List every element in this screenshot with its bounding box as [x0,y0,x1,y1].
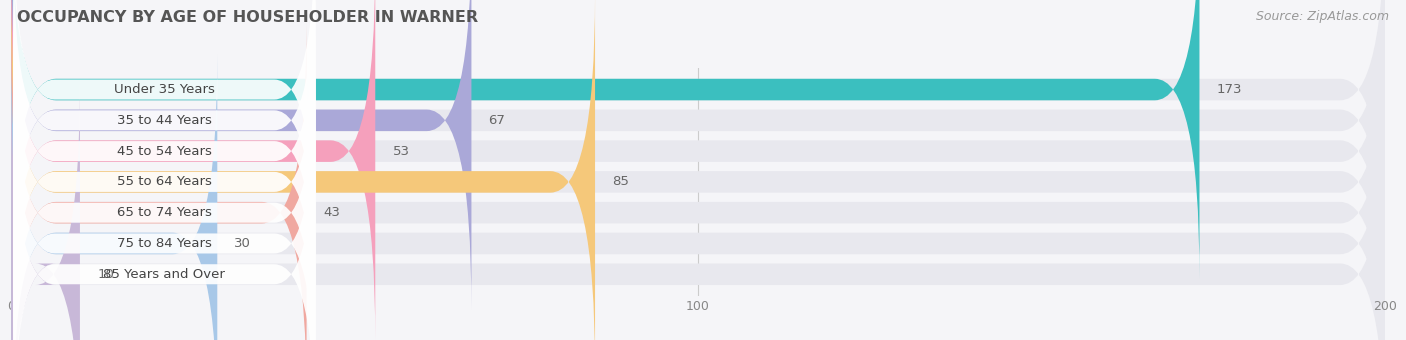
FancyBboxPatch shape [11,54,218,340]
FancyBboxPatch shape [13,0,315,264]
Text: 10: 10 [97,268,114,281]
Text: 85: 85 [612,175,628,188]
FancyBboxPatch shape [11,0,471,310]
Text: 55 to 64 Years: 55 to 64 Years [117,175,212,188]
FancyBboxPatch shape [13,69,315,340]
Text: 30: 30 [235,237,252,250]
FancyBboxPatch shape [11,54,1385,340]
FancyBboxPatch shape [11,0,1385,279]
FancyBboxPatch shape [13,7,315,340]
FancyBboxPatch shape [11,0,595,340]
FancyBboxPatch shape [13,0,315,326]
Text: 75 to 84 Years: 75 to 84 Years [117,237,212,250]
Text: Source: ZipAtlas.com: Source: ZipAtlas.com [1256,10,1389,23]
Text: OCCUPANCY BY AGE OF HOUSEHOLDER IN WARNER: OCCUPANCY BY AGE OF HOUSEHOLDER IN WARNE… [17,10,478,25]
FancyBboxPatch shape [13,0,315,295]
FancyBboxPatch shape [11,0,1199,279]
Text: 85 Years and Over: 85 Years and Over [104,268,225,281]
FancyBboxPatch shape [13,38,315,340]
Text: 43: 43 [323,206,340,219]
FancyBboxPatch shape [11,0,1385,340]
Text: 67: 67 [489,114,506,127]
FancyBboxPatch shape [11,85,1385,340]
Text: 173: 173 [1216,83,1241,96]
Text: 45 to 54 Years: 45 to 54 Years [117,144,212,158]
FancyBboxPatch shape [11,23,1385,340]
FancyBboxPatch shape [11,85,80,340]
FancyBboxPatch shape [11,0,1385,340]
Text: 35 to 44 Years: 35 to 44 Years [117,114,212,127]
Text: Under 35 Years: Under 35 Years [114,83,215,96]
Text: 65 to 74 Years: 65 to 74 Years [117,206,212,219]
FancyBboxPatch shape [13,100,315,340]
FancyBboxPatch shape [11,0,375,340]
FancyBboxPatch shape [11,23,307,340]
FancyBboxPatch shape [11,0,1385,310]
Text: 53: 53 [392,144,409,158]
